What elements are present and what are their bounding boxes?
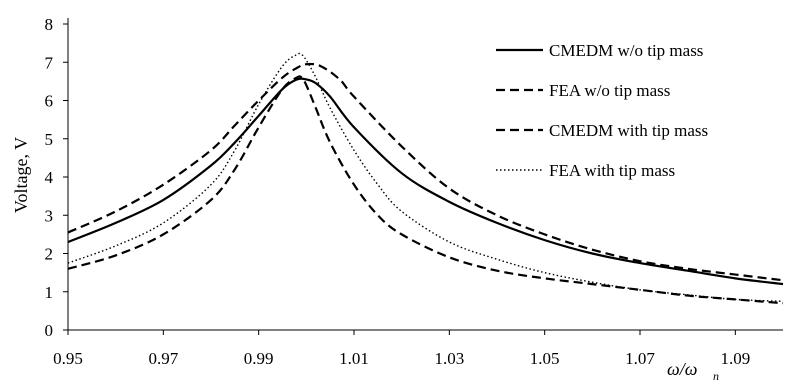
x-tick-label: 0.99 — [244, 349, 274, 368]
x-tick-label: 1.01 — [339, 349, 369, 368]
legend: CMEDM w/o tip mass FEA w/o tip mass CMEDM … — [496, 41, 708, 180]
legend-label-3: CMEDM with tip mass — [549, 121, 708, 140]
y-tick-label: 7 — [45, 53, 54, 72]
series-line-4 — [67, 52, 784, 303]
y-axis-label: Voltage, V — [11, 137, 31, 213]
x-tick-label: 1.05 — [530, 349, 560, 368]
y-tick-label: 4 — [45, 168, 54, 187]
legend-label-1: CMEDM w/o tip mass — [549, 41, 703, 60]
x-tick-label: 0.97 — [148, 349, 178, 368]
axes: 0 1 2 3 4 5 6 7 8 0.95 0.97 0.99 1.01 1.03 1.05 1.07 1.0… — [45, 15, 783, 368]
series-line-1 — [67, 77, 784, 286]
legend-label-2: FEA w/o tip mass — [549, 81, 670, 100]
series-line-2 — [67, 75, 784, 305]
series-line-3 — [67, 62, 784, 282]
x-axis-label: ω/ω n — [667, 359, 719, 383]
y-tick-label: 0 — [45, 321, 54, 340]
x-tick-label: 1.09 — [720, 349, 750, 368]
series-lines — [67, 52, 784, 305]
y-tick-label: 8 — [45, 15, 54, 34]
y-tick-label: 1 — [45, 283, 54, 302]
x-tick-label: 1.03 — [434, 349, 464, 368]
x-tick-label: 1.07 — [625, 349, 655, 368]
y-tick-label: 6 — [45, 92, 54, 111]
y-tick-label: 2 — [45, 245, 54, 264]
x-axis-label-main: ω/ω — [667, 359, 697, 379]
y-tick-label: 5 — [45, 130, 54, 149]
legend-label-4: FEA with tip mass — [549, 161, 675, 180]
y-tick-label: 3 — [45, 206, 54, 225]
x-axis-label-subscript: n — [713, 369, 719, 383]
x-tick-label: 0.95 — [53, 349, 83, 368]
